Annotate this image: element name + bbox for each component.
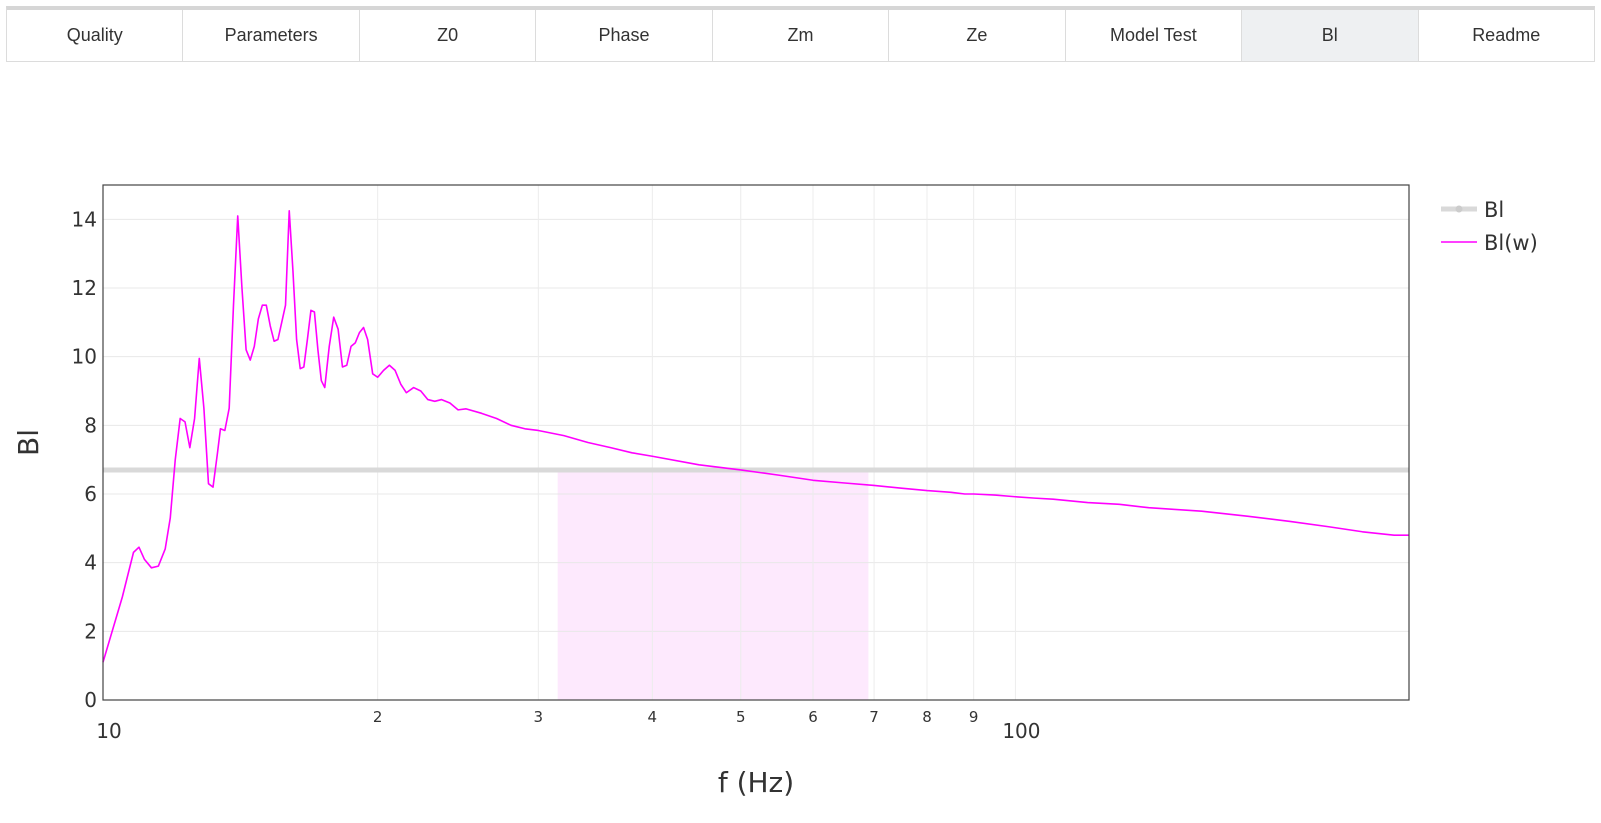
x-tick-label: 5	[736, 708, 746, 726]
tab-phase[interactable]: Phase	[536, 10, 713, 61]
x-tick-label: 10	[96, 719, 121, 743]
x-tick-label: 9	[969, 708, 979, 726]
legend-marker	[1455, 205, 1463, 213]
x-tick-label: 8	[922, 708, 932, 726]
x-tick-label: 7	[869, 708, 879, 726]
legend-label: Bl	[1484, 198, 1504, 222]
y-tick-label: 0	[84, 688, 97, 712]
y-tick-label: 10	[72, 345, 97, 369]
legend-item[interactable]: Bl(w)	[1441, 231, 1538, 255]
legend[interactable]: Bl Bl(w)	[1441, 198, 1538, 255]
tab-parameters[interactable]: Parameters	[183, 10, 360, 61]
legend-label: Bl(w)	[1484, 231, 1538, 255]
shaded-region	[557, 469, 869, 700]
x-tick-label: 2	[373, 708, 383, 726]
tab-zm[interactable]: Zm	[713, 10, 890, 61]
y-tick-label: 14	[72, 207, 97, 231]
tab-quality[interactable]: Quality	[7, 10, 184, 61]
tab-bar: Quality Parameters Z0 Phase Zm Ze Model Test Bl…	[6, 6, 1595, 62]
y-tick-label: 6	[84, 482, 97, 506]
x-tick-label: 100	[1002, 719, 1040, 743]
x-tick-label: 4	[648, 708, 658, 726]
tab-ze[interactable]: Ze	[889, 10, 1066, 61]
y-tick-label: 12	[72, 276, 97, 300]
tab-model-test[interactable]: Model Test	[1066, 10, 1243, 61]
tab-readme[interactable]: Readme	[1472, 25, 1541, 45]
plot-frame	[102, 184, 1410, 701]
tab-z0[interactable]: Z0	[360, 10, 537, 61]
x-tick-label: 3	[534, 708, 544, 726]
tab-bl[interactable]: Bl	[1242, 10, 1419, 61]
y-tick-label: 8	[84, 413, 97, 437]
y-tick-label: 2	[84, 619, 97, 643]
x-tick-label: 6	[808, 708, 818, 726]
y-tick-label: 4	[84, 551, 97, 575]
x-axis-title: f (Hz)	[718, 766, 794, 799]
y-axis-title: Bl	[12, 429, 45, 456]
legend-item[interactable]: Bl	[1441, 198, 1504, 222]
series-bl-w-line	[102, 209, 1409, 663]
